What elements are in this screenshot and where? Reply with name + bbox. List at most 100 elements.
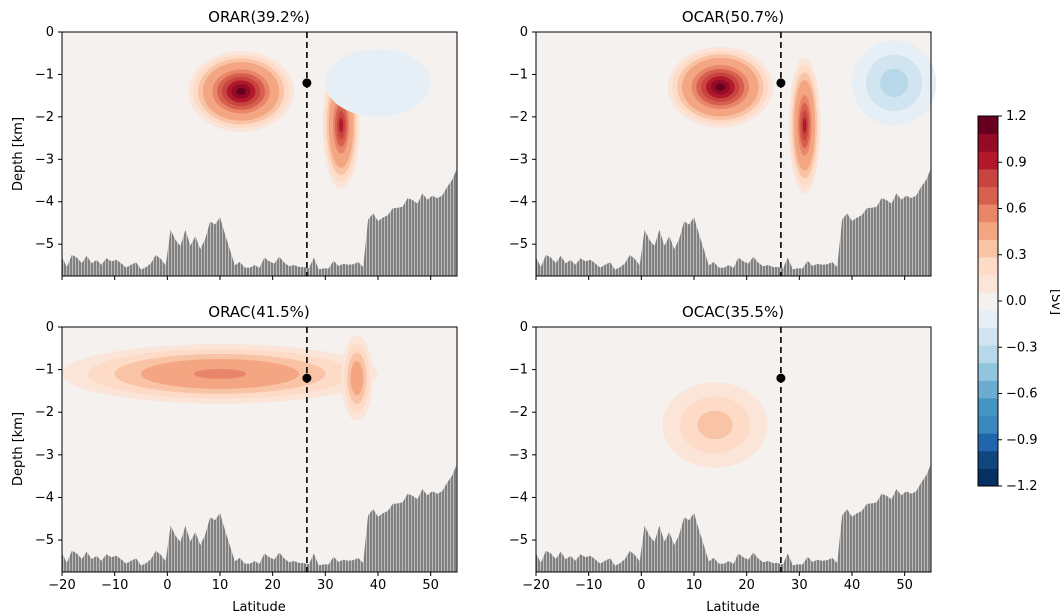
x-tick-label: 40 <box>370 578 387 593</box>
colorbar-segment <box>978 133 998 152</box>
y-tick-label: −4 <box>35 490 54 505</box>
bathymetry <box>536 168 931 276</box>
panel-title: OCAR(50.7%) <box>682 8 784 26</box>
y-tick-label: −1 <box>35 363 54 378</box>
contour-field <box>62 327 457 572</box>
y-tick-label: −4 <box>509 195 528 210</box>
colorbar-tick-label: −0.6 <box>1006 387 1038 402</box>
bathymetry <box>62 463 457 572</box>
contour-level <box>802 117 807 133</box>
x-tick-label: 20 <box>738 578 755 593</box>
y-tick-label: 0 <box>520 320 528 335</box>
x-tick-label: 10 <box>212 578 229 593</box>
marker-point <box>776 78 786 88</box>
x-tick-label: 30 <box>791 578 808 593</box>
y-tick-label: −1 <box>509 363 528 378</box>
y-tick-label: 0 <box>46 320 54 335</box>
colorbar-segment <box>978 292 998 311</box>
x-tick-label: 30 <box>317 578 334 593</box>
x-tick-label: 50 <box>896 578 913 593</box>
colorbar-segment <box>978 168 998 187</box>
colorbar-segment <box>978 239 998 258</box>
colorbar-tick-label: −1.2 <box>1006 479 1038 494</box>
colorbar-segment <box>978 433 998 452</box>
colorbar-segment <box>978 450 998 469</box>
contour-field <box>62 32 457 276</box>
contour-level <box>339 118 344 133</box>
x-tick-label: 20 <box>264 578 281 593</box>
y-tick-label: −2 <box>509 405 528 420</box>
contour-level <box>697 410 733 440</box>
x-tick-label: 40 <box>844 578 861 593</box>
colorbar-segment <box>978 309 998 328</box>
y-tick-label: −1 <box>35 67 54 82</box>
colorbar-segment <box>978 327 998 346</box>
colorbar-segment <box>978 362 998 381</box>
colorbar-tick-label: 0.9 <box>1006 155 1027 170</box>
bathymetry <box>536 463 931 572</box>
x-tick-label: 10 <box>686 578 703 593</box>
panel-ocar: OCAR(50.7%) 0 −1 −2 −3 −4 −5 <box>509 8 937 280</box>
y-tick-label: −5 <box>509 237 528 252</box>
contour-level <box>353 369 361 387</box>
x-axis-label: Latitude <box>706 600 760 615</box>
colorbar-label: [Sv] <box>1048 289 1060 315</box>
x-tick-label: −20 <box>48 578 75 593</box>
y-tick-label: −5 <box>35 237 54 252</box>
y-tick-label: −2 <box>35 405 54 420</box>
contour-level <box>880 68 909 98</box>
colorbar-segment <box>978 468 998 487</box>
contour-level <box>236 87 246 96</box>
x-tick-label: 0 <box>637 578 645 593</box>
x-axis-label: Latitude <box>232 600 286 615</box>
y-tick-label: −3 <box>509 152 528 167</box>
colorbar-segment <box>978 274 998 293</box>
colorbar-segment <box>978 151 998 170</box>
y-tick-label: −3 <box>35 448 54 463</box>
y-tick-label: −2 <box>35 110 54 125</box>
colorbar-segment <box>978 397 998 417</box>
y-tick-label: 0 <box>520 25 528 40</box>
bathymetry <box>62 168 457 276</box>
x-tick-label: −10 <box>575 578 602 593</box>
colorbar-segment <box>978 380 998 399</box>
panel-title: ORAC(41.5%) <box>208 303 309 321</box>
y-tick-label: −3 <box>35 152 54 167</box>
plot-frame <box>61 326 458 573</box>
plot-frame <box>535 326 932 573</box>
x-tick-label: −20 <box>522 578 549 593</box>
contour-field <box>536 327 931 572</box>
colorbar-tick-label: −0.3 <box>1006 340 1038 355</box>
marker-point <box>776 373 786 383</box>
y-tick-label: −3 <box>509 448 528 463</box>
panel-orac: ORAC(41.5%) Depth [km] Latitude −20 −10 0 1… <box>11 303 458 615</box>
colorbar-segment <box>978 415 998 434</box>
plot-frame <box>61 31 458 277</box>
y-tick-label: −5 <box>509 533 528 548</box>
marker-point <box>302 78 312 88</box>
contour-level <box>193 368 247 379</box>
colorbar-segment <box>978 345 998 364</box>
colorbar-segment <box>978 116 998 135</box>
contour-level <box>715 83 726 91</box>
colorbar-segment <box>978 204 998 223</box>
y-tick-label: −2 <box>509 110 528 125</box>
y-tick-label: −4 <box>35 195 54 210</box>
x-tick-label: 50 <box>422 578 439 593</box>
y-tick-label: −5 <box>35 533 54 548</box>
colorbar-tick-label: −0.9 <box>1006 433 1038 448</box>
panel-title: ORAR(39.2%) <box>208 8 310 26</box>
panel-orar: ORAR(39.2%) Depth [km] 0 −1 −2 −3 −4 −5 <box>11 8 458 280</box>
panel-ocac: OCAC(35.5%) Latitude −20 −10 0 10 20 30 40 50 0 −… <box>509 303 932 615</box>
colorbar-tick-label: 0.0 <box>1006 294 1027 309</box>
x-tick-label: 0 <box>163 578 171 593</box>
plot-frame <box>535 31 932 277</box>
panel-title: OCAC(35.5%) <box>682 303 784 321</box>
colorbar-tick-label: 0.6 <box>1006 202 1027 217</box>
y-tick-label: −1 <box>509 67 528 82</box>
colorbar-segment <box>978 221 998 240</box>
colorbar-segment <box>978 256 998 276</box>
y-axis-label: Depth [km] <box>11 117 26 191</box>
contour-level <box>325 48 431 117</box>
